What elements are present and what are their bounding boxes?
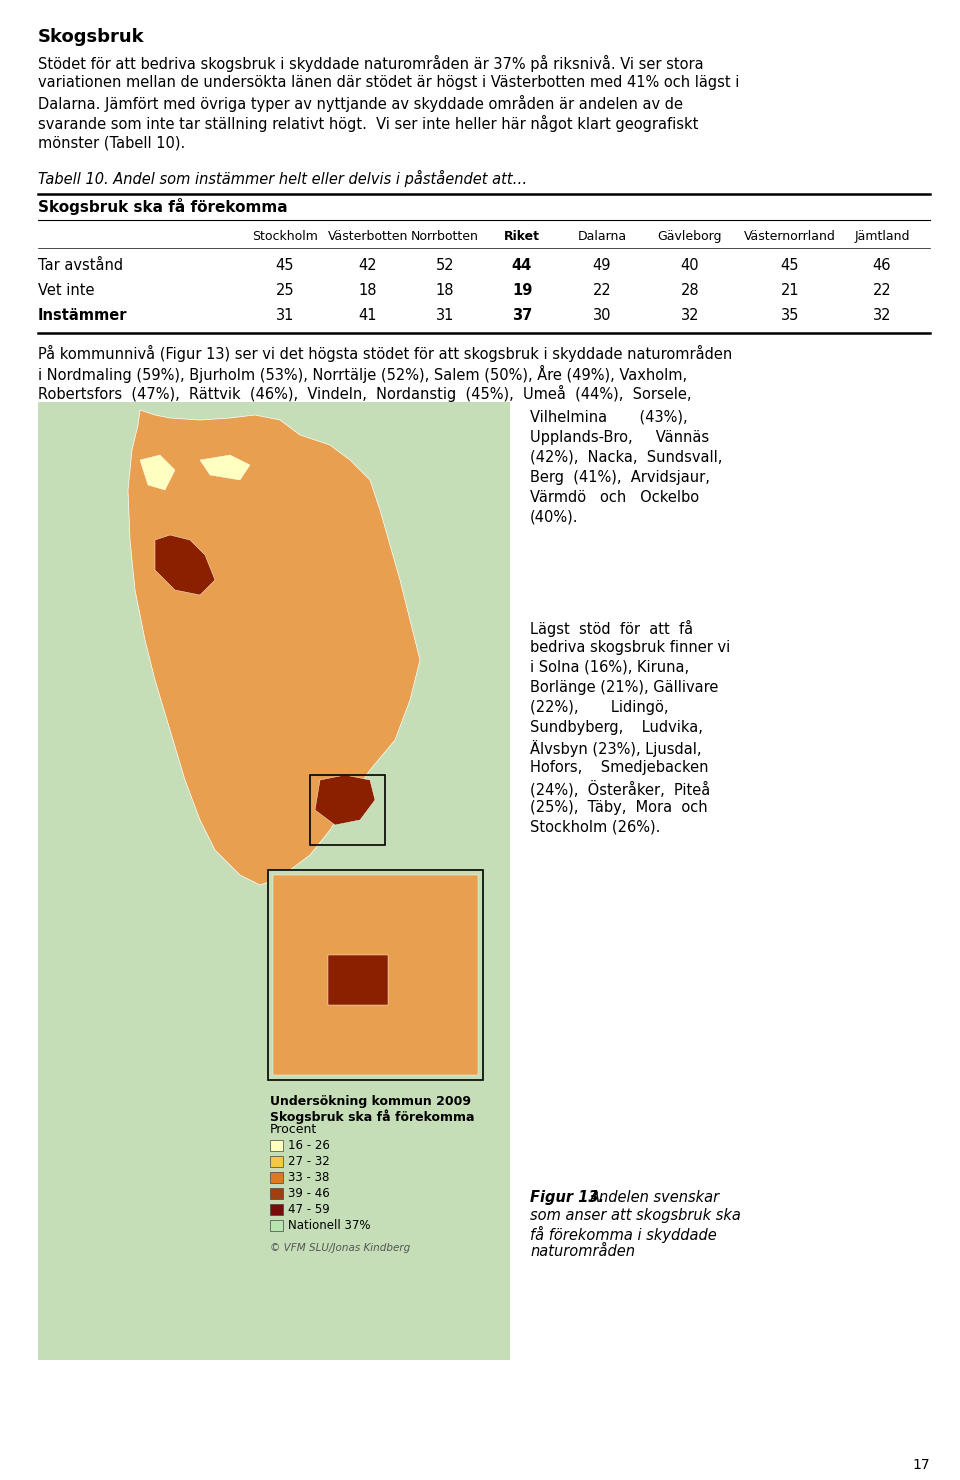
Bar (273, 875, 478, 1074)
Text: 33 - 38: 33 - 38 (288, 1171, 329, 1184)
Text: 42: 42 (359, 258, 377, 272)
Text: 46: 46 (873, 258, 891, 272)
Text: mönster (Tabell 10).: mönster (Tabell 10). (38, 135, 185, 149)
Text: Procent: Procent (270, 1123, 317, 1137)
Text: 45: 45 (780, 258, 800, 272)
Bar (270, 1172, 283, 1183)
Text: Värmdö   och   Ockelbo: Värmdö och Ockelbo (530, 490, 699, 505)
Text: Gävleborg: Gävleborg (658, 229, 722, 243)
Bar (270, 1205, 283, 1215)
Text: 31: 31 (436, 308, 454, 323)
Text: 32: 32 (681, 308, 699, 323)
Text: 31: 31 (276, 308, 294, 323)
Text: Stödet för att bedriva skogsbruk i skyddade naturområden är 37% på riksnivå. Vi : Stödet för att bedriva skogsbruk i skydd… (38, 55, 704, 73)
Text: Norrbotten: Norrbotten (411, 229, 479, 243)
Text: Skogsbruk ska få förekomma: Skogsbruk ska få förekomma (270, 1109, 474, 1123)
Polygon shape (128, 410, 420, 885)
Text: få förekomma i skyddade: få förekomma i skyddade (530, 1225, 717, 1243)
Bar (38, 403, 510, 1360)
Text: Vet inte: Vet inte (38, 283, 94, 297)
Text: 27 - 32: 27 - 32 (288, 1154, 329, 1168)
Text: (22%),       Lidingö,: (22%), Lidingö, (530, 700, 668, 715)
Text: Dalarna: Dalarna (577, 229, 627, 243)
Text: 49: 49 (592, 258, 612, 272)
Text: Vilhelmina       (43%),: Vilhelmina (43%), (530, 410, 687, 425)
Bar (328, 955, 388, 1005)
Text: 35: 35 (780, 308, 799, 323)
Text: Instämmer: Instämmer (38, 308, 128, 323)
Text: Upplands-Bro,     Vännäs: Upplands-Bro, Vännäs (530, 431, 709, 445)
Text: Undersökning kommun 2009: Undersökning kommun 2009 (270, 1095, 471, 1109)
Text: Jämtland: Jämtland (854, 229, 910, 243)
Text: Berg  (41%),  Arvidsjaur,: Berg (41%), Arvidsjaur, (530, 471, 709, 485)
Text: På kommunnivå (Figur 13) ser vi det högsta stödet för att skogsbruk i skyddade n: På kommunnivå (Figur 13) ser vi det högs… (38, 345, 732, 363)
Text: (25%),  Täby,  Mora  och: (25%), Täby, Mora och (530, 801, 708, 815)
Text: Skogsbruk: Skogsbruk (38, 28, 145, 46)
Text: 47 - 59: 47 - 59 (288, 1203, 329, 1217)
Text: variationen mellan de undersökta länen där stödet är högst i Västerbotten med 41: variationen mellan de undersökta länen d… (38, 75, 739, 90)
Text: 28: 28 (681, 283, 699, 297)
Text: 30: 30 (592, 308, 612, 323)
Text: 44: 44 (512, 258, 532, 272)
Polygon shape (200, 454, 250, 480)
Text: Dalarna. Jämfört med övriga typer av nyttjande av skyddade områden är andelen av: Dalarna. Jämfört med övriga typer av nyt… (38, 95, 683, 112)
Text: bedriva skogsbruk finner vi: bedriva skogsbruk finner vi (530, 639, 731, 656)
Polygon shape (315, 776, 375, 824)
Text: Robertsfors  (47%),  Rättvik  (46%),  Vindeln,  Nordanstig  (45%),  Umeå  (44%),: Robertsfors (47%), Rättvik (46%), Vindel… (38, 385, 691, 403)
Text: (42%),  Nacka,  Sundsvall,: (42%), Nacka, Sundsvall, (530, 450, 722, 465)
Text: Skogsbruk ska få förekomma: Skogsbruk ska få förekomma (38, 198, 288, 215)
Text: 41: 41 (359, 308, 377, 323)
Text: svarande som inte tar ställning relativt högt.  Vi ser inte heller här något kla: svarande som inte tar ställning relativt… (38, 115, 698, 132)
Bar (270, 1188, 283, 1199)
Text: Stockholm: Stockholm (252, 229, 318, 243)
Text: (24%),  Österåker,  Piteå: (24%), Österåker, Piteå (530, 780, 710, 798)
Text: Västernorrland: Västernorrland (744, 229, 836, 243)
Text: 17: 17 (912, 1458, 930, 1473)
Bar (270, 1140, 283, 1151)
Text: Borlänge (21%), Gällivare: Borlänge (21%), Gällivare (530, 679, 718, 696)
Text: 21: 21 (780, 283, 800, 297)
Text: 16 - 26: 16 - 26 (288, 1140, 330, 1151)
Text: Västerbotten: Västerbotten (327, 229, 408, 243)
Text: © VFM SLU/Jonas Kindberg: © VFM SLU/Jonas Kindberg (270, 1243, 410, 1254)
Text: Älvsbyn (23%), Ljusdal,: Älvsbyn (23%), Ljusdal, (530, 740, 702, 756)
Text: Stockholm (26%).: Stockholm (26%). (530, 820, 660, 835)
Text: 39 - 46: 39 - 46 (288, 1187, 329, 1200)
Text: 45: 45 (276, 258, 295, 272)
Bar (270, 1220, 283, 1231)
Text: som anser att skogsbruk ska: som anser att skogsbruk ska (530, 1208, 741, 1222)
Bar (270, 1156, 283, 1168)
Text: Sundbyberg,    Ludvika,: Sundbyberg, Ludvika, (530, 719, 703, 736)
Text: 18: 18 (359, 283, 377, 297)
Text: 25: 25 (276, 283, 295, 297)
Text: Lägst  stöd  för  att  få: Lägst stöd för att få (530, 620, 693, 636)
Text: 19: 19 (512, 283, 532, 297)
Text: naturområden: naturområden (530, 1245, 635, 1259)
Text: i Nordmaling (59%), Bjurholm (53%), Norrtälje (52%), Salem (50%), Åre (49%), Vax: i Nordmaling (59%), Bjurholm (53%), Norr… (38, 366, 687, 383)
Text: (40%).: (40%). (530, 511, 579, 525)
Text: 37: 37 (512, 308, 532, 323)
Text: Riket: Riket (504, 229, 540, 243)
Bar (310, 776, 385, 845)
Bar (268, 870, 483, 1080)
Polygon shape (140, 454, 175, 490)
Text: 32: 32 (873, 308, 891, 323)
Text: Figur 13.: Figur 13. (530, 1190, 604, 1205)
Text: 18: 18 (436, 283, 454, 297)
Text: Nationell 37%: Nationell 37% (288, 1220, 371, 1231)
Text: 22: 22 (592, 283, 612, 297)
Text: 52: 52 (436, 258, 454, 272)
Text: i Solna (16%), Kiruna,: i Solna (16%), Kiruna, (530, 660, 689, 675)
Text: Andelen svenskar: Andelen svenskar (590, 1190, 720, 1205)
Text: Hofors,    Smedjebacken: Hofors, Smedjebacken (530, 761, 708, 776)
Text: Tabell 10. Andel som instämmer helt eller delvis i påståendet att…: Tabell 10. Andel som instämmer helt elle… (38, 170, 527, 186)
Polygon shape (155, 534, 215, 595)
Text: 40: 40 (681, 258, 699, 272)
Text: Tar avstånd: Tar avstånd (38, 258, 123, 272)
Text: 22: 22 (873, 283, 892, 297)
